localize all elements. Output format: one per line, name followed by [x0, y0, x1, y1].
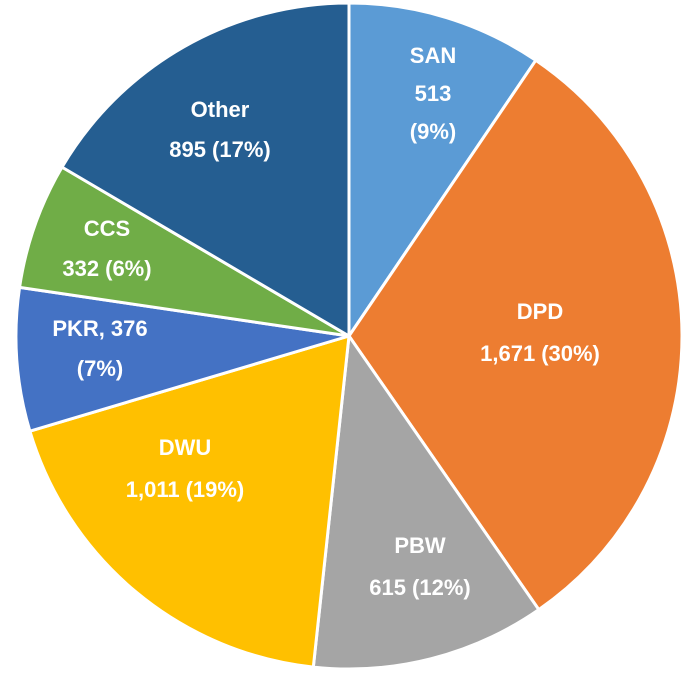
label-part: DPD [517, 299, 563, 324]
label-part: 376 [111, 316, 148, 341]
label-part: 1,671 [480, 341, 535, 366]
label-part: (30%) [541, 341, 600, 366]
pie-slice [14, 285, 350, 434]
data-label: PBW [394, 533, 446, 558]
data-label: 513 [415, 81, 452, 106]
data-label: DWU [159, 435, 212, 460]
label-part: Other [191, 97, 250, 122]
label-part: 332 [62, 256, 99, 281]
data-label: (9%) [410, 119, 456, 144]
data-label: 332 (6%) [62, 256, 151, 281]
pie-slice [17, 165, 350, 338]
data-label: 1,011 (19%) [126, 477, 245, 502]
label-part: DWU [159, 435, 212, 460]
label-part: (12%) [412, 575, 471, 600]
pie-slice [59, 1, 351, 339]
label-part: SAN [410, 43, 456, 68]
pie-slice [311, 331, 541, 671]
label-part: PBW [394, 533, 446, 558]
data-label: Other [191, 97, 250, 122]
label-part: (7%) [77, 356, 123, 381]
data-label: 895 (17%) [169, 137, 270, 162]
label-part: (19%) [186, 477, 245, 502]
label-part: 895 [169, 137, 206, 162]
label-part: 615 [369, 575, 406, 600]
pie-slice [28, 333, 351, 669]
data-label: SAN [410, 43, 456, 68]
label-part: CCS [84, 216, 130, 241]
data-label: (7%) [77, 356, 123, 381]
data-label: 615 (12%) [369, 575, 470, 600]
data-label: DPD [517, 299, 563, 324]
label-part: 513 [415, 81, 452, 106]
label-part: 1,011 [126, 477, 180, 502]
data-label: 1,671 (30%) [480, 341, 600, 366]
label-part: PKR, [52, 316, 105, 341]
label-part: (6%) [105, 256, 151, 281]
label-part: (17%) [212, 137, 271, 162]
pie-slice [347, 1, 538, 341]
label-part: (9%) [410, 119, 456, 144]
data-label: CCS [84, 216, 130, 241]
data-label: PKR, 376 [52, 316, 147, 341]
